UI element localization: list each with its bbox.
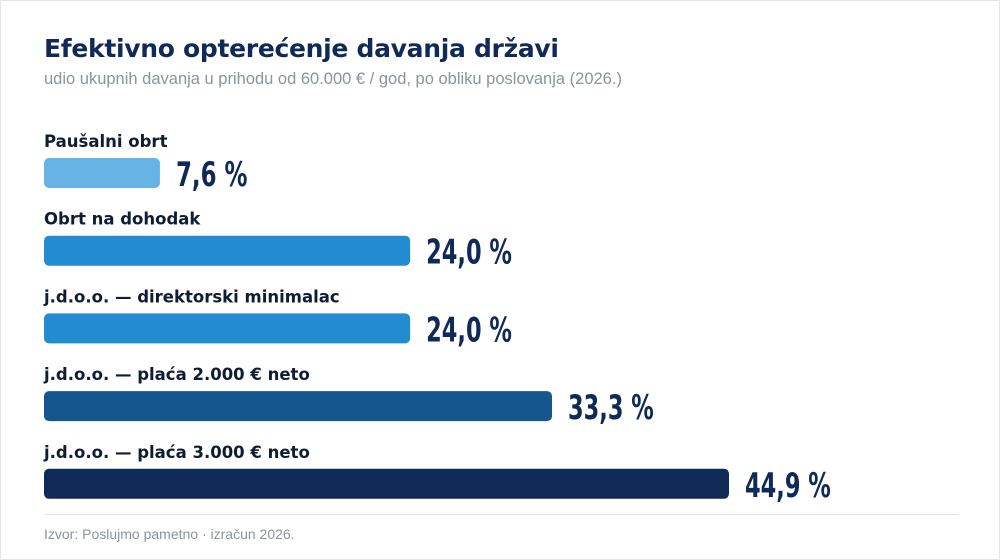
bar <box>44 391 553 422</box>
bar <box>44 313 411 344</box>
value-label: 44,9 % <box>745 466 831 506</box>
category-label: Obrt na dohodak <box>44 210 201 229</box>
chart-title: Efektivno opterećenje davanja državi <box>44 34 559 63</box>
chart-subtitle: udio ukupnih davanja u prihodu od 60.000… <box>44 70 622 88</box>
value-label: 24,0 % <box>426 310 512 350</box>
value-label: 33,3 % <box>568 388 654 428</box>
category-label: j.d.o.o. — plaća 2.000 € neto <box>43 365 310 384</box>
value-label: 24,0 % <box>426 233 512 273</box>
category-label: j.d.o.o. — direktorski minimalac <box>43 287 340 306</box>
source-note: Izvor: Poslujmo pametno · izračun 2026. <box>44 526 295 542</box>
category-label: Paušalni obrt <box>44 132 168 151</box>
bar <box>44 158 160 188</box>
bar <box>44 235 411 266</box>
value-label: 7,6 % <box>176 155 248 195</box>
footer-divider <box>44 514 958 515</box>
bar <box>44 468 729 499</box>
category-label: j.d.o.o. — plaća 3.000 € neto <box>43 443 310 462</box>
